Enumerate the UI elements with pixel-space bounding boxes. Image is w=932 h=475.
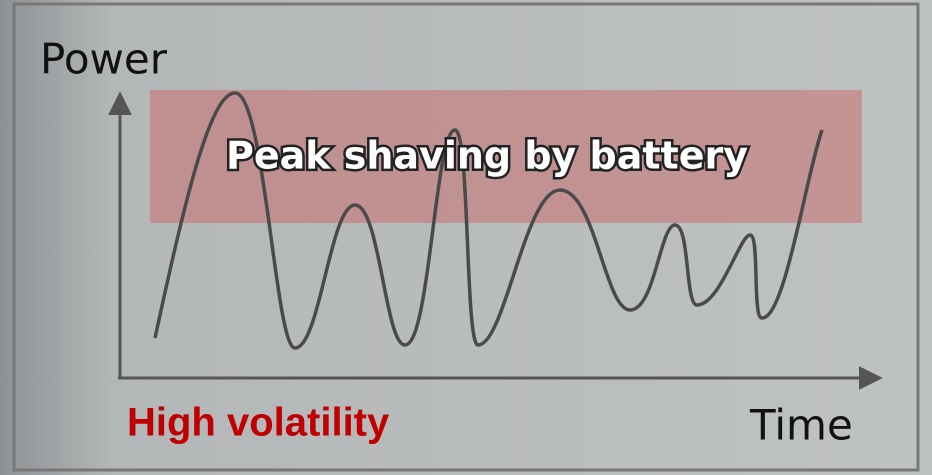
y-axis-label: Power bbox=[40, 35, 168, 84]
caption: High volatility bbox=[127, 401, 390, 445]
diagram: Power Time Peak shaving by battery High … bbox=[0, 0, 932, 475]
band-label: Peak shaving by battery bbox=[226, 134, 748, 178]
page: Power Time Peak shaving by battery High … bbox=[0, 0, 932, 475]
x-axis-label: Time bbox=[749, 401, 853, 450]
